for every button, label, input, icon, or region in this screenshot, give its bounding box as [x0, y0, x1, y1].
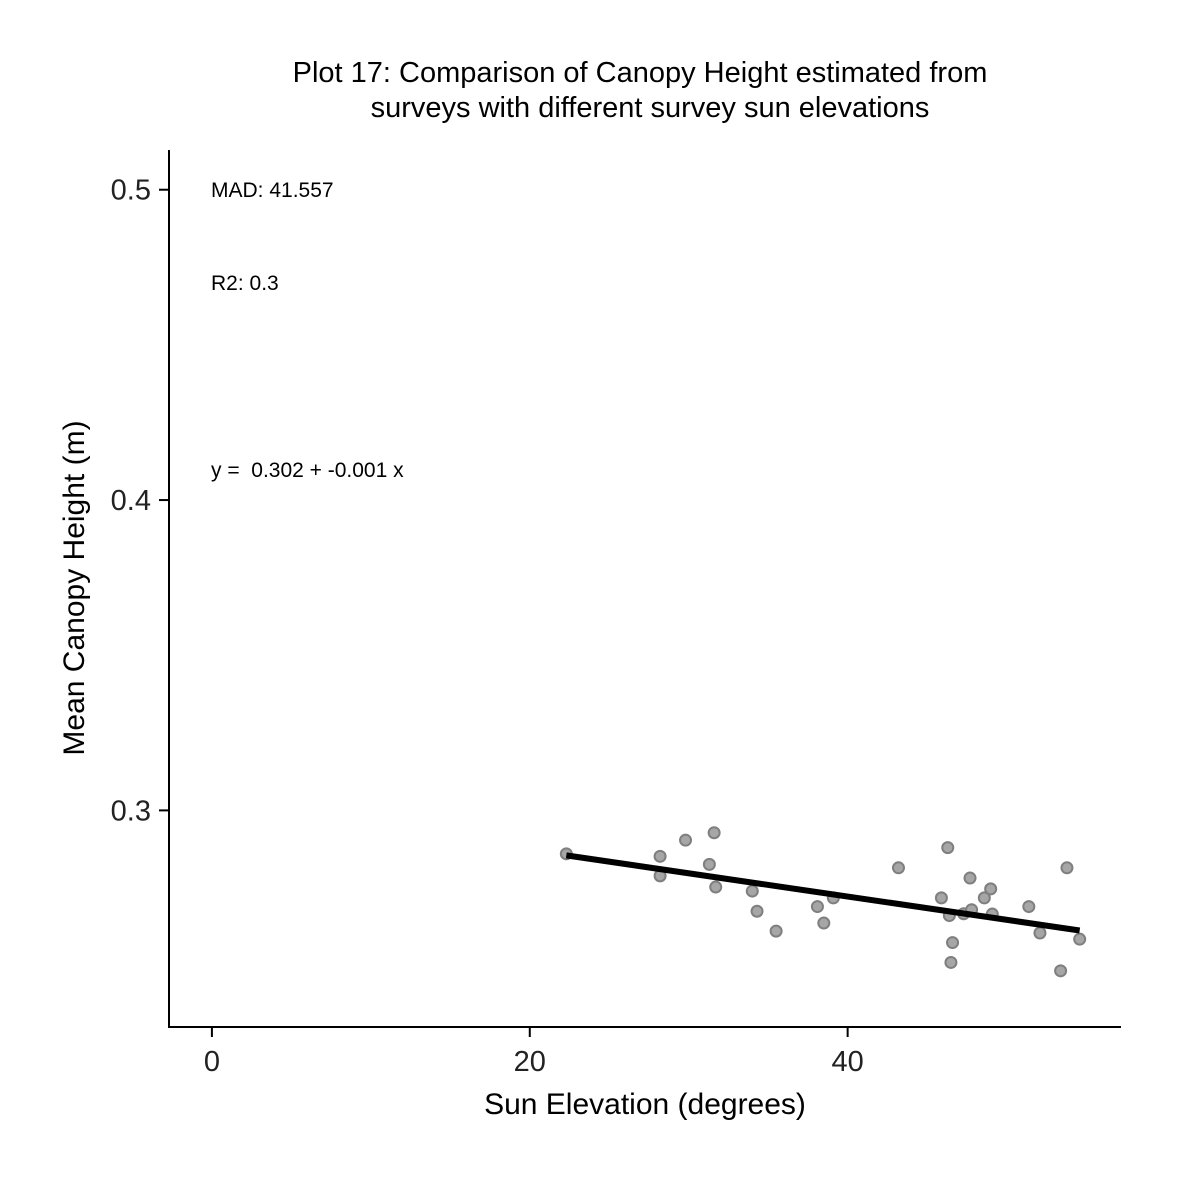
data-point: [1022, 900, 1036, 914]
data-point: [679, 833, 693, 847]
x-tick-label: 40: [832, 1046, 864, 1078]
data-point: [817, 916, 831, 930]
x-axis-title: Sun Elevation (degrees): [484, 1088, 806, 1121]
data-point: [963, 871, 977, 885]
data-point: [934, 891, 948, 905]
data-point: [984, 882, 998, 896]
data-point: [810, 900, 824, 914]
chart-title: Plot 17: Comparison of Canopy Height est…: [293, 57, 988, 89]
data-point: [891, 861, 905, 875]
mad-annotation: MAD: 41.557: [211, 179, 334, 202]
data-point: [750, 904, 764, 918]
x-tick-label: 20: [514, 1046, 546, 1078]
data-point: [944, 955, 958, 969]
y-axis-title: Mean Canopy Height (m): [58, 420, 91, 755]
r2-annotation: R2: 0.3: [211, 272, 279, 295]
chart-subtitle: surveys with different survey sun elevat…: [371, 92, 930, 124]
data-point: [702, 857, 716, 871]
equation-annotation: y = 0.302 + -0.001 x: [211, 459, 404, 482]
data-point: [1033, 926, 1047, 940]
y-axis-ticks: 0.3 0.4 0.5: [111, 175, 169, 827]
data-point: [707, 826, 721, 840]
data-point: [941, 841, 955, 855]
data-point: [745, 884, 759, 898]
x-tick-label: 0: [204, 1046, 220, 1078]
data-point: [977, 891, 991, 905]
x-axis-ticks: 0 20 40: [204, 1027, 864, 1078]
data-point: [769, 924, 783, 938]
data-point: [653, 849, 667, 863]
regression-line: [565, 852, 1081, 934]
y-tick-label: 0.4: [111, 485, 151, 517]
data-point: [1073, 932, 1087, 946]
data-point: [1060, 861, 1074, 875]
data-point: [1054, 964, 1068, 978]
y-tick-label: 0.5: [111, 175, 151, 207]
y-tick-label: 0.3: [111, 795, 151, 827]
data-points: [559, 826, 1087, 978]
data-point: [946, 936, 960, 950]
data-point: [709, 880, 723, 894]
